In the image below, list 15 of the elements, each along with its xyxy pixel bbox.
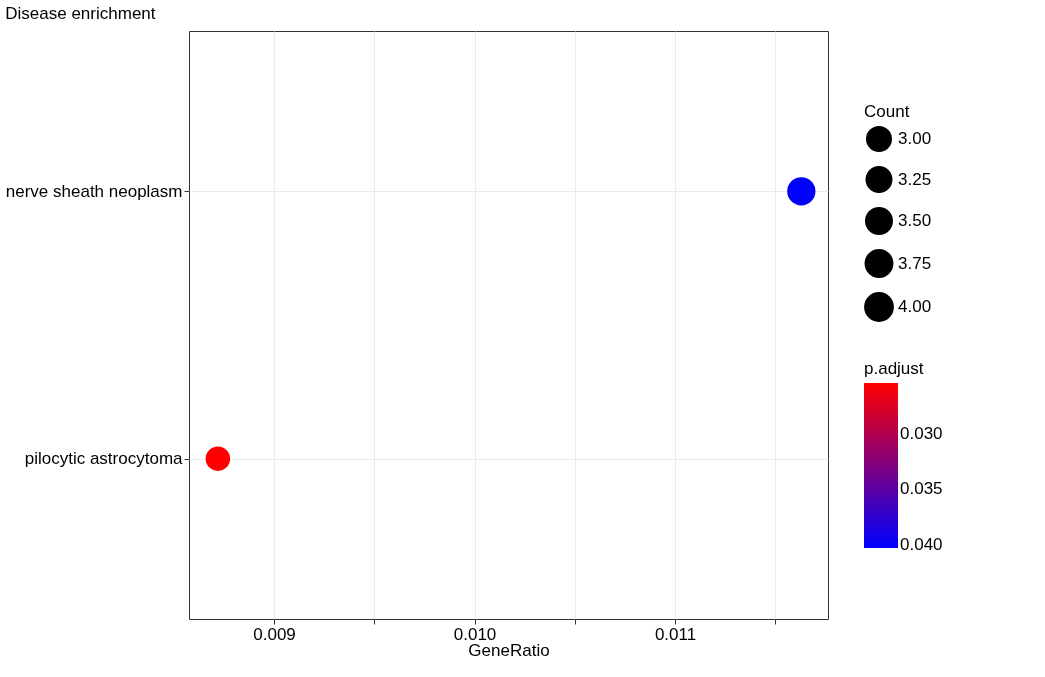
color-bar-title: p.adjust [864, 359, 924, 378]
legend-label: 3.00 [898, 129, 932, 148]
legend-title: Count [864, 102, 910, 121]
x-tick-label: 0.009 [253, 624, 296, 644]
legend-label: 3.75 [898, 253, 932, 273]
color-bar-label: 0.035 [900, 479, 943, 499]
y-tick-label: nerve sheath neoplasm [5, 181, 183, 201]
legend-label: 4.00 [898, 297, 932, 316]
chart-title: Disease enrichment [5, 4, 156, 23]
legend-label: 3.50 [898, 211, 932, 230]
legend-label: 3.25 [898, 169, 932, 189]
x-tick-label: 0.011 [654, 624, 697, 644]
y-tick-label: pilocytic astrocytoma [24, 449, 184, 469]
color-bar-label: 0.030 [900, 423, 943, 443]
color-bar-label: 0.040 [900, 534, 943, 554]
